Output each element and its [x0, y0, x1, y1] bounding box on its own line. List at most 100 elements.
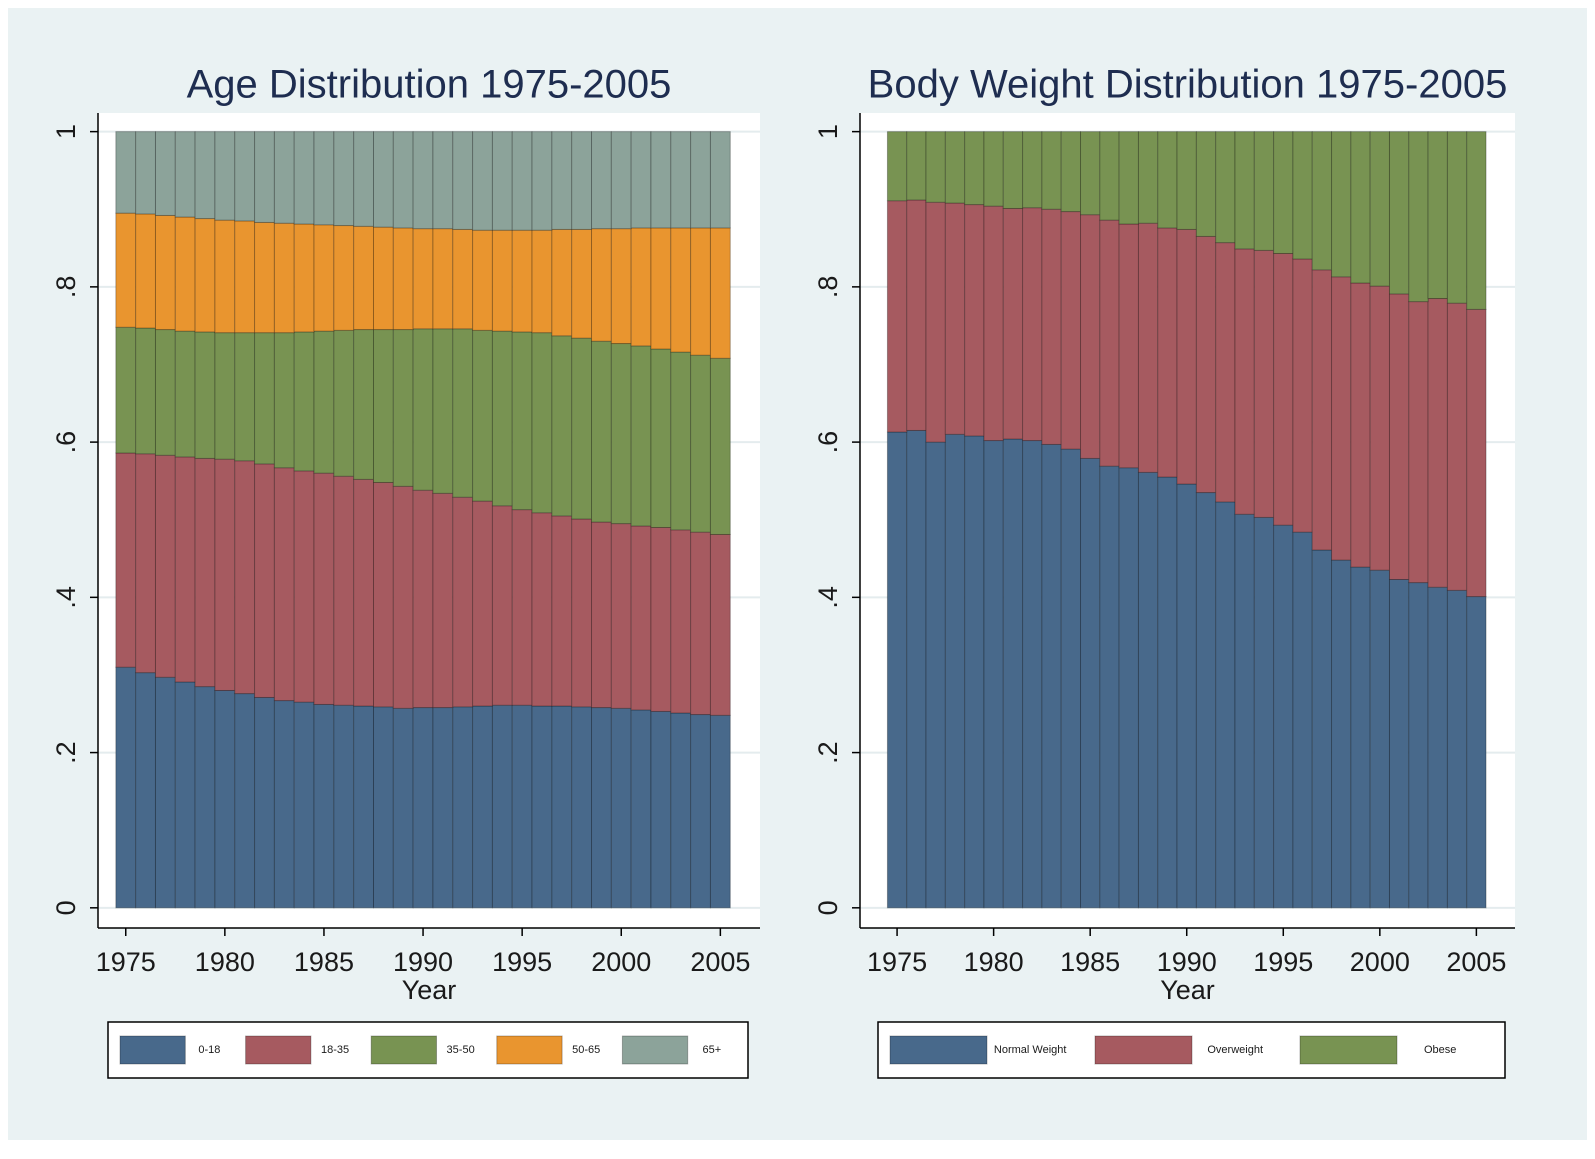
bar [1176, 483, 1197, 909]
legend-swatch [370, 1035, 438, 1065]
bar [135, 672, 156, 909]
legend-swatch [889, 1035, 988, 1065]
x-tick-label: 1990 [393, 947, 453, 977]
bar [234, 131, 256, 222]
bar [531, 131, 553, 231]
bar [1311, 131, 1333, 271]
bar [432, 328, 454, 494]
bar [1350, 131, 1371, 284]
bar [1253, 516, 1275, 909]
bar [1099, 465, 1120, 909]
bar [610, 131, 632, 230]
bar [194, 331, 216, 459]
bar [1292, 258, 1313, 533]
bar [709, 131, 731, 229]
bar [1118, 467, 1139, 909]
bar [1080, 214, 1101, 459]
x-tick-label: 2000 [591, 947, 651, 977]
bar [1388, 293, 1410, 580]
bar [214, 689, 236, 909]
bar [1215, 242, 1236, 503]
bar [452, 131, 474, 230]
bar [194, 686, 216, 909]
bar [511, 331, 533, 511]
bar [925, 131, 946, 203]
bar [234, 332, 256, 462]
bar [432, 492, 454, 709]
bar [194, 457, 216, 688]
x-tick-label: 2000 [1350, 947, 1410, 977]
bar [452, 496, 474, 708]
bar [392, 329, 414, 487]
bar [551, 705, 573, 909]
bar [1041, 208, 1062, 445]
bar [1060, 131, 1082, 213]
bar [531, 332, 553, 514]
bar [472, 500, 493, 707]
bar [630, 345, 652, 527]
bar [373, 131, 394, 228]
bar [1446, 131, 1468, 304]
legend-label: Overweight [1207, 1044, 1263, 1056]
bar [313, 703, 335, 909]
bar [154, 214, 176, 331]
bar [964, 131, 985, 206]
bar [610, 523, 632, 709]
legend-label: 35-50 [447, 1044, 475, 1056]
bar [591, 228, 612, 342]
bar [1195, 492, 1217, 909]
legend-label: 50-65 [572, 1044, 600, 1056]
bar [254, 131, 275, 223]
bar [630, 227, 652, 347]
bar [254, 332, 275, 465]
bar [174, 330, 196, 458]
bar [313, 472, 335, 705]
bar [353, 329, 375, 480]
bar [1331, 276, 1352, 561]
bar [353, 705, 375, 909]
bar [1195, 131, 1217, 237]
bar [531, 512, 553, 707]
bar [273, 700, 295, 909]
bar [1176, 131, 1197, 230]
bar [1041, 443, 1062, 909]
bar [273, 131, 295, 224]
x-tick-label: 1990 [1157, 947, 1217, 977]
bar [234, 693, 256, 909]
bar [432, 707, 454, 909]
bar [1369, 131, 1390, 287]
bar [194, 218, 216, 333]
bar [983, 131, 1004, 207]
legend-swatch [496, 1035, 563, 1065]
bar [709, 357, 731, 535]
bar [610, 228, 632, 345]
bar [1234, 131, 1255, 250]
bar [1331, 559, 1352, 909]
y-tick-label: .2 [813, 741, 843, 764]
bar [591, 131, 612, 230]
bar [650, 710, 672, 909]
bar [273, 222, 295, 334]
bar [1350, 282, 1371, 568]
bar [234, 220, 256, 334]
bar [412, 328, 434, 491]
bar [925, 201, 946, 443]
bar [1273, 252, 1294, 526]
bar [1311, 269, 1333, 551]
bar [313, 330, 335, 474]
bar [1427, 131, 1448, 300]
y-tick-label: .8 [51, 276, 81, 299]
x-tick-label: 2005 [1446, 947, 1506, 977]
bar [491, 330, 513, 507]
bar [254, 696, 275, 909]
bar [964, 435, 985, 909]
bar [293, 331, 315, 472]
bar [511, 131, 533, 231]
bar [964, 204, 985, 437]
bar [1253, 249, 1275, 518]
x-tick-label: 1980 [964, 947, 1024, 977]
bar [1137, 471, 1159, 909]
bar [1369, 285, 1390, 571]
bar [591, 521, 612, 709]
x-tick-label: 1980 [195, 947, 255, 977]
